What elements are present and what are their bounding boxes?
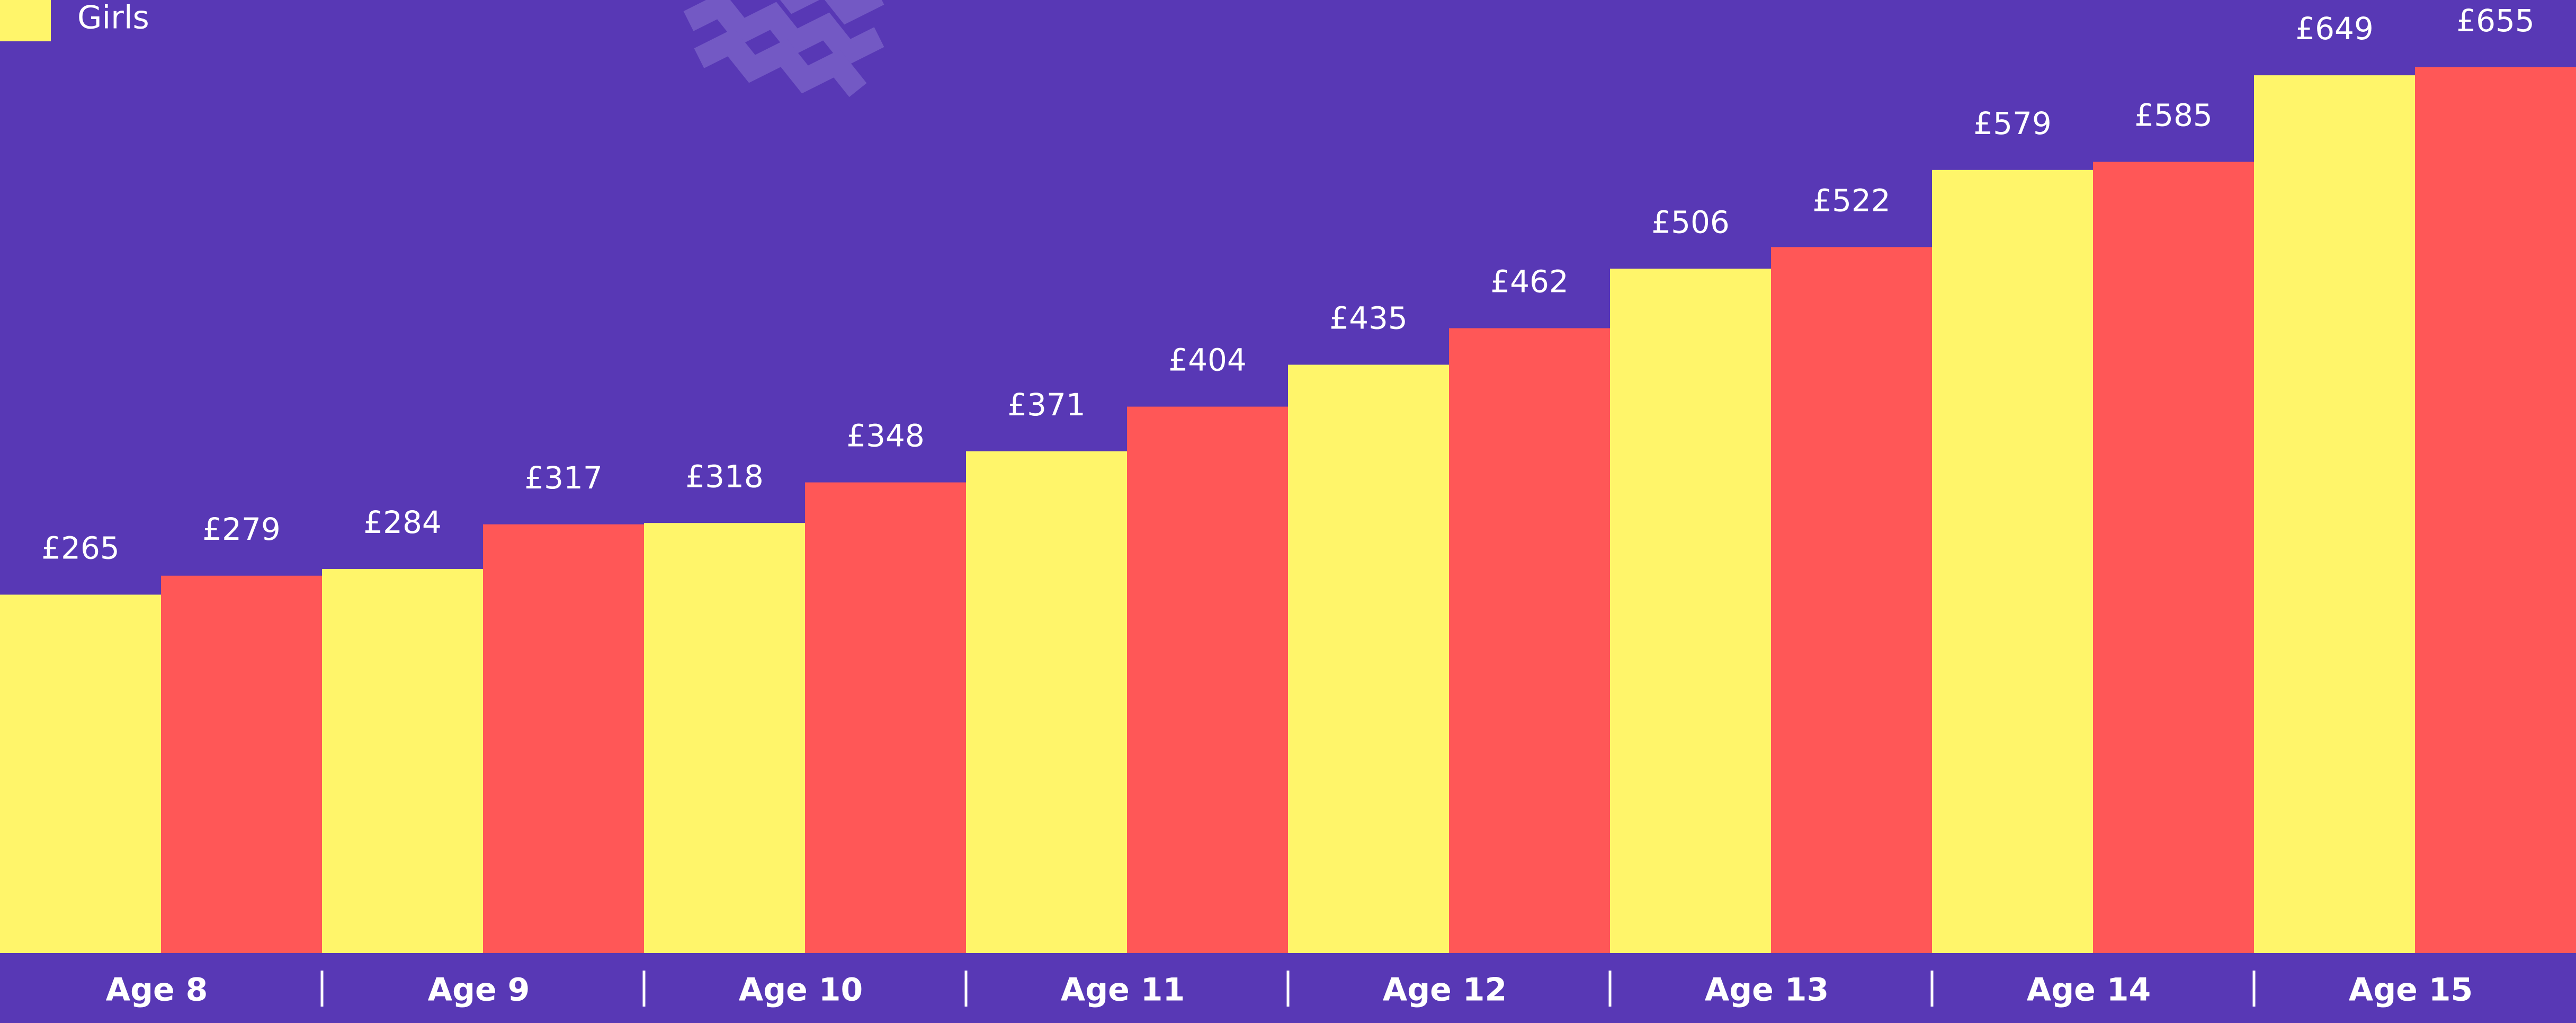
x-tick-label: Age 11: [1061, 972, 1185, 1009]
value-label: £435: [1329, 300, 1408, 336]
bar: [805, 482, 966, 953]
x-tick-label: Age 9: [428, 972, 530, 1009]
bar: [1127, 406, 1288, 953]
x-tick-label: Age 14: [2027, 972, 2151, 1009]
value-label: £655: [2456, 3, 2535, 39]
value-label: £404: [1168, 342, 1247, 378]
zigzag: [780, 0, 884, 25]
bar: [1449, 328, 1610, 954]
zigzag: [694, 28, 867, 97]
bar: [322, 568, 483, 953]
value-label: £318: [685, 458, 764, 494]
value-label: £585: [2134, 97, 2213, 134]
bar: [644, 523, 805, 953]
zigzag: [683, 0, 884, 67]
x-tick-label: Age 13: [1705, 972, 1829, 1009]
bar: [0, 594, 161, 953]
value-label: £284: [363, 504, 442, 540]
value-label: £506: [1651, 204, 1730, 240]
x-tick-label: Age 12: [1383, 972, 1507, 1009]
value-label: £649: [2295, 11, 2374, 47]
bar: [1932, 170, 2093, 953]
x-tick-label: Age 8: [106, 972, 208, 1009]
bar: [483, 524, 644, 953]
value-label: £279: [202, 511, 281, 547]
value-label: £265: [41, 530, 120, 566]
decoration: [683, 0, 884, 97]
value-label: £522: [1812, 182, 1891, 218]
value-label: £348: [846, 418, 925, 454]
legend-swatch: [0, 0, 51, 41]
value-label: £317: [524, 460, 603, 496]
bar: [1610, 269, 1771, 953]
bar: [1288, 364, 1449, 953]
value-label: £462: [1490, 264, 1569, 300]
bar: [2254, 75, 2415, 953]
bar: [2093, 162, 2254, 953]
x-tick-label: Age 10: [739, 972, 863, 1009]
legend-label: Girls: [77, 0, 149, 37]
x-tick-label: Age 15: [2349, 972, 2473, 1009]
bar: [966, 451, 1127, 953]
value-label: £371: [1007, 387, 1086, 423]
bar: [161, 575, 322, 953]
bar: [2415, 67, 2576, 953]
value-label: £579: [1973, 105, 2052, 141]
bar: [1771, 247, 1932, 954]
